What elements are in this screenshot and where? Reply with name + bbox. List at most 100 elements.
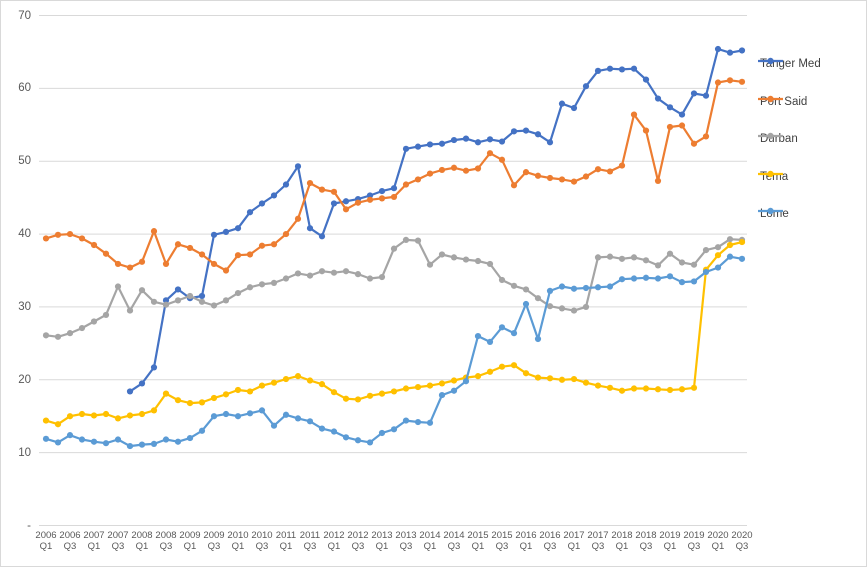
data-point-tema [138, 410, 146, 418]
data-point-tanger-med [594, 67, 602, 74]
data-point-tema [654, 386, 662, 393]
data-point-tanger-med [198, 292, 206, 300]
data-point-port-said [390, 193, 398, 201]
data-point-port-said [702, 133, 710, 140]
data-point-lome [594, 284, 602, 291]
data-point-port-said [90, 241, 98, 249]
data-point-tanger-med [294, 163, 302, 170]
x-axis-tick: 2007 Q3 [107, 530, 129, 552]
data-point-lome [546, 287, 554, 294]
data-point-durban [654, 262, 662, 269]
data-point-port-said [546, 174, 554, 182]
data-point-tema [690, 384, 698, 391]
data-point-durban [642, 257, 650, 264]
data-point-durban [174, 297, 182, 304]
data-point-lome [414, 418, 422, 426]
data-point-tanger-med [138, 380, 146, 387]
data-point-tema [510, 362, 518, 369]
data-point-tanger-med [726, 49, 734, 56]
data-point-tema [354, 396, 362, 403]
data-point-tema [54, 421, 62, 428]
data-point-durban [630, 254, 638, 261]
legend-item-durban[interactable]: Durban [757, 131, 798, 147]
data-point-lome [582, 284, 590, 292]
data-point-tanger-med [378, 187, 386, 195]
data-point-port-said [666, 123, 674, 131]
legend-item-lome[interactable]: Lome [757, 206, 789, 222]
y-axis-tick: 70 [18, 9, 31, 22]
data-point-tanger-med [150, 364, 158, 371]
data-point-lome [210, 413, 218, 420]
data-point-lome [90, 438, 98, 445]
x-axis-tick: 2008 Q1 [131, 530, 153, 552]
data-point-tanger-med [126, 388, 134, 395]
data-point-tanger-med [702, 92, 710, 99]
legend-sample-tema [758, 170, 783, 177]
data-point-port-said [474, 165, 482, 172]
x-axis-tick: 2011 Q1 [275, 530, 297, 552]
data-point-tema [78, 410, 86, 418]
data-point-lome [318, 425, 326, 432]
data-point-durban [594, 254, 602, 261]
data-point-durban [210, 302, 218, 309]
data-point-durban [666, 250, 674, 257]
data-point-tanger-med [558, 100, 566, 107]
data-point-durban [486, 260, 494, 268]
data-point-tema [402, 385, 410, 392]
data-point-port-said [198, 251, 206, 258]
data-point-lome [54, 439, 62, 446]
data-point-port-said [534, 172, 542, 179]
data-point-lome [714, 264, 722, 271]
data-point-tanger-med [462, 135, 470, 142]
data-point-tanger-med [222, 228, 230, 235]
data-point-tema [306, 377, 314, 384]
data-point-tema [486, 368, 494, 375]
data-point-port-said [594, 166, 602, 173]
legend-sample-lome [758, 207, 783, 215]
data-point-tanger-med [162, 297, 170, 304]
data-point-tanger-med [366, 192, 374, 199]
data-point-lome [174, 438, 182, 445]
data-point-durban [498, 276, 506, 284]
y-axis-tick: 60 [18, 82, 31, 95]
data-point-tema [714, 252, 722, 259]
data-point-port-said [486, 150, 494, 157]
data-point-lome [378, 429, 386, 437]
data-point-lome [462, 378, 470, 385]
legend-item-port-said[interactable]: Port Said [757, 94, 807, 110]
data-point-port-said [234, 252, 242, 259]
x-axis-tick: 2012 Q3 [347, 530, 369, 552]
data-point-tanger-med [534, 131, 542, 138]
data-point-port-said [330, 188, 338, 195]
data-point-durban [426, 261, 434, 268]
series-line-durban [44, 238, 744, 338]
data-point-tema [450, 377, 458, 384]
data-point-port-said [522, 169, 530, 176]
data-point-durban [702, 247, 710, 254]
data-point-tema [162, 390, 170, 397]
data-point-tanger-med [570, 104, 578, 112]
data-point-lome [702, 268, 710, 276]
data-point-durban [558, 305, 566, 312]
x-axis-tick: 2008 Q3 [155, 530, 177, 552]
data-point-lome [570, 285, 578, 292]
data-point-durban [366, 275, 374, 282]
data-point-port-said [558, 176, 566, 183]
data-point-port-said [258, 242, 266, 249]
data-point-lome [642, 274, 650, 281]
y-axis-tick: 50 [18, 155, 31, 168]
x-axis-tick: 2016 Q3 [539, 530, 561, 552]
data-point-tema [126, 412, 134, 419]
data-point-port-said [126, 264, 134, 271]
data-point-port-said [642, 127, 650, 134]
data-point-tanger-med [582, 83, 590, 90]
data-point-tema [294, 373, 302, 380]
data-point-tanger-med [714, 45, 722, 53]
data-point-lome [294, 415, 302, 422]
legend-item-tanger-med[interactable]: Tanger Med [757, 56, 821, 72]
data-point-tanger-med [438, 140, 446, 147]
data-point-lome [486, 338, 494, 345]
legend-item-tema[interactable]: Tema [757, 169, 788, 185]
data-point-lome [282, 411, 290, 418]
data-point-port-said [378, 195, 386, 202]
